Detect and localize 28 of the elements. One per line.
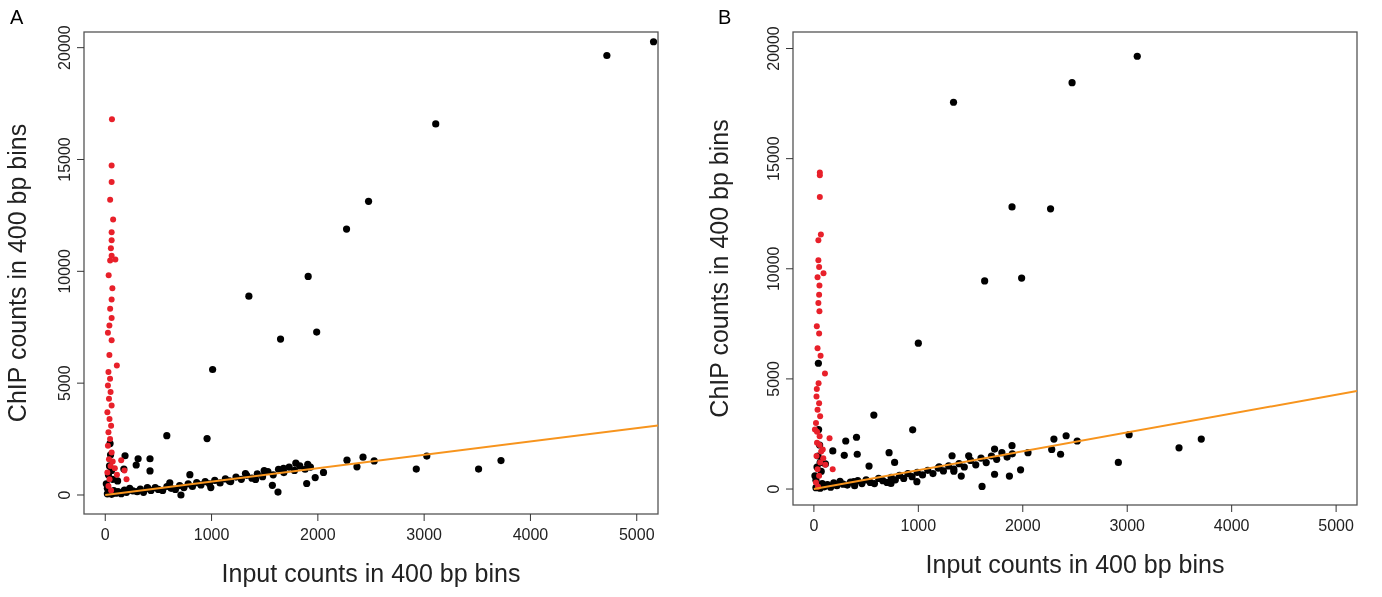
x-tick-label: 1000 <box>900 517 937 534</box>
x-tick-label: 0 <box>100 526 110 543</box>
y-tick-label: 5000 <box>765 361 782 397</box>
chart-title: A <box>10 6 24 28</box>
x-tick-label: 2000 <box>300 526 336 543</box>
y-axis-title: ChIP counts in 400 bp bins <box>3 123 31 423</box>
y-axis-title: ChIP counts in 400 bp bins <box>705 119 733 418</box>
x-axis-title: Input counts in 400 bp bins <box>221 559 521 587</box>
y-tick-label: 10000 <box>765 246 782 292</box>
y-tick-label: 5000 <box>56 365 73 401</box>
x-tick-label: 5000 <box>1318 517 1355 534</box>
y-tick-label: 20000 <box>56 25 73 70</box>
x-tick-label: 4000 <box>512 526 549 543</box>
y-tick-label: 15000 <box>56 137 73 182</box>
y-tick-label: 0 <box>765 484 782 494</box>
x-tick-label: 3000 <box>406 526 443 543</box>
x-tick-label: 5000 <box>618 526 655 543</box>
y-tick-label: 20000 <box>765 26 782 71</box>
y-tick-label: 0 <box>56 490 73 500</box>
chart-title: B <box>718 6 732 28</box>
x-tick-label: 0 <box>809 517 819 534</box>
x-tick-label: 1000 <box>193 526 230 543</box>
x-tick-label: 2000 <box>1004 517 1041 534</box>
x-tick-label: 4000 <box>1213 517 1250 534</box>
x-tick-label: 3000 <box>1109 517 1146 534</box>
y-tick-label: 10000 <box>56 248 73 294</box>
x-axis-title: Input counts in 400 bp bins <box>925 550 1225 578</box>
y-tick-label: 15000 <box>765 136 782 181</box>
